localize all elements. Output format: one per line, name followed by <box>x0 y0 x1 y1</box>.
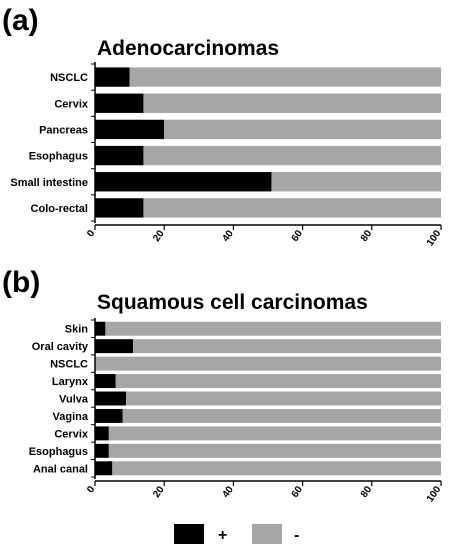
category-label: Small intestine <box>10 177 88 189</box>
x-tick-label: 20 <box>151 484 167 500</box>
category-label: Cervix <box>54 98 89 110</box>
bar-segment-negative <box>143 198 441 218</box>
bar-segment-negative <box>143 145 441 166</box>
x-tick-label: 20 <box>151 228 167 244</box>
category-label: Vulva <box>59 394 89 406</box>
bar-segment-negative <box>122 408 442 423</box>
x-tick-label: 0 <box>85 484 97 495</box>
legend-label-positive: + <box>218 527 227 544</box>
legend-swatch-positive <box>174 524 204 544</box>
bar-segment-positive <box>95 321 106 336</box>
category-label: Esophagus <box>29 446 88 458</box>
bar-segment-negative <box>105 321 441 336</box>
bar-segment-positive <box>95 391 127 406</box>
category-label: Cervix <box>54 428 89 440</box>
bar-segment-negative <box>129 67 441 87</box>
x-tick-label: 100 <box>425 484 444 504</box>
bar-segment-positive <box>95 119 165 140</box>
bar-segment-positive <box>95 145 144 166</box>
category-label: Colo-rectal <box>31 203 88 215</box>
bar-segment-negative <box>143 93 441 113</box>
category-label: NSCLC <box>50 72 88 84</box>
panel-b-label: (b) <box>2 266 40 299</box>
category-label: Oral cavity <box>32 341 89 353</box>
category-label: Pancreas <box>39 124 88 136</box>
bar-segment-negative <box>115 374 441 389</box>
bar-segment-positive <box>95 67 130 87</box>
bar-segment-positive <box>95 408 123 423</box>
bar-segment-positive <box>95 339 134 354</box>
x-tick-label: 80 <box>359 484 375 500</box>
legend: + - <box>174 524 299 544</box>
bar-segment-negative <box>164 119 441 140</box>
bar-segment-positive <box>95 93 144 113</box>
bar-segment-negative <box>133 339 441 354</box>
bar-segment-negative <box>112 461 442 476</box>
bar-segment-positive <box>95 172 272 192</box>
chart-adenocarcinomas: NSCLC Cervix Pancreas Esophagus Small intest… <box>10 62 444 248</box>
x-tick-label: 60 <box>290 484 306 500</box>
bar-segment-negative <box>271 172 441 192</box>
x-tick-label: 40 <box>220 484 236 500</box>
bar-segment-negative <box>95 356 441 371</box>
chart-squamous-cell: Skin Oral cavity NSCLC Larynx Vulva Vagina Cer… <box>29 318 444 504</box>
x-tick-label: 60 <box>290 228 306 244</box>
bar-segment-positive <box>95 443 109 458</box>
bar-segment-negative <box>108 443 441 458</box>
category-label: Anal canal <box>33 463 88 475</box>
category-label: Skin <box>65 324 89 336</box>
bar-segment-positive <box>95 426 109 441</box>
legend-swatch-negative <box>252 524 282 544</box>
x-tick-label: 40 <box>220 228 236 244</box>
chart-b-title: Squamous cell carcinomas <box>97 291 368 314</box>
legend-label-negative: - <box>294 527 299 544</box>
category-label: Larynx <box>52 376 89 388</box>
bar-segment-positive <box>95 461 113 476</box>
x-tick-label: 0 <box>85 228 97 239</box>
bar-segment-negative <box>108 426 441 441</box>
category-label: Esophagus <box>29 151 88 163</box>
bar-segment-positive <box>95 198 144 218</box>
x-tick-label: 80 <box>359 228 375 244</box>
chart-a-title: Adenocarcinomas <box>97 37 279 60</box>
category-label: Vagina <box>53 411 89 423</box>
bar-segment-positive <box>95 374 116 389</box>
category-label: NSCLC <box>50 359 88 371</box>
bar-segment-negative <box>126 391 441 406</box>
x-tick-label: 100 <box>425 228 444 248</box>
panel-a-label: (a) <box>2 4 39 37</box>
